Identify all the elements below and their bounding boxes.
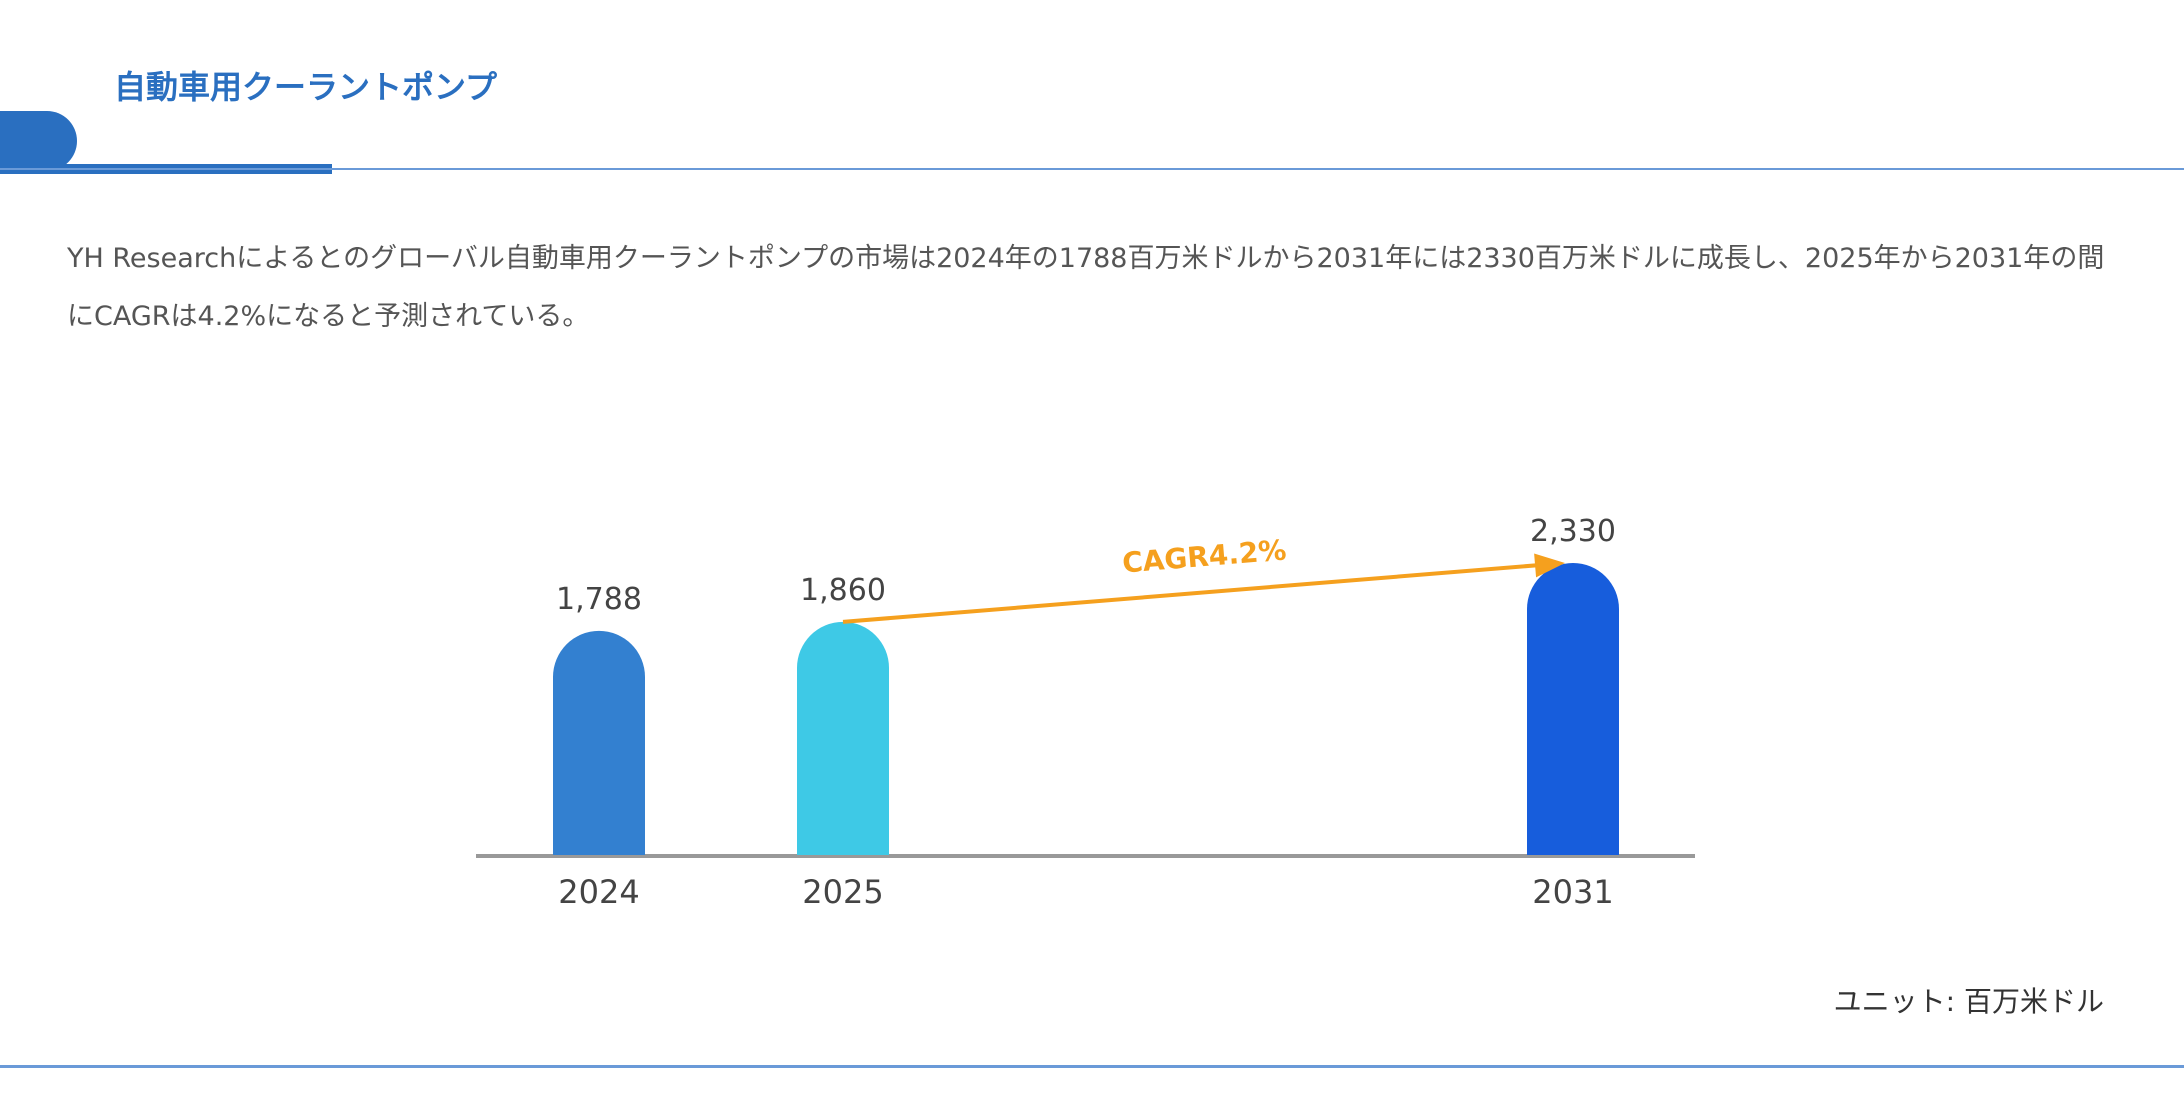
value-label: 1,860 [800, 573, 886, 608]
unit-label: ユニット: 百万米ドル [1833, 985, 2104, 1018]
header-divider [0, 168, 2184, 170]
cagr-arrow-head [1534, 553, 1565, 578]
category-label: 2025 [802, 873, 883, 911]
value-label: 2,330 [1530, 514, 1616, 549]
cagr-arrow-line [842, 562, 1546, 624]
category-label: 2024 [558, 873, 639, 911]
bar-2031 [1527, 563, 1619, 855]
bar-2025 [797, 621, 890, 855]
cagr-label: CAGR4.2% [1121, 533, 1288, 579]
section-title: 自動車用クーラントポンプ [114, 68, 498, 106]
bottom-divider [0, 1065, 2184, 1068]
bar-2024 [553, 630, 645, 855]
market-description: YH Researchによるとのグローバル自動車用クーラントポンプの市場は202… [67, 243, 2105, 332]
value-label: 1,788 [556, 582, 642, 617]
title-tab-decoration [0, 111, 77, 171]
category-label: 2031 [1532, 873, 1613, 911]
